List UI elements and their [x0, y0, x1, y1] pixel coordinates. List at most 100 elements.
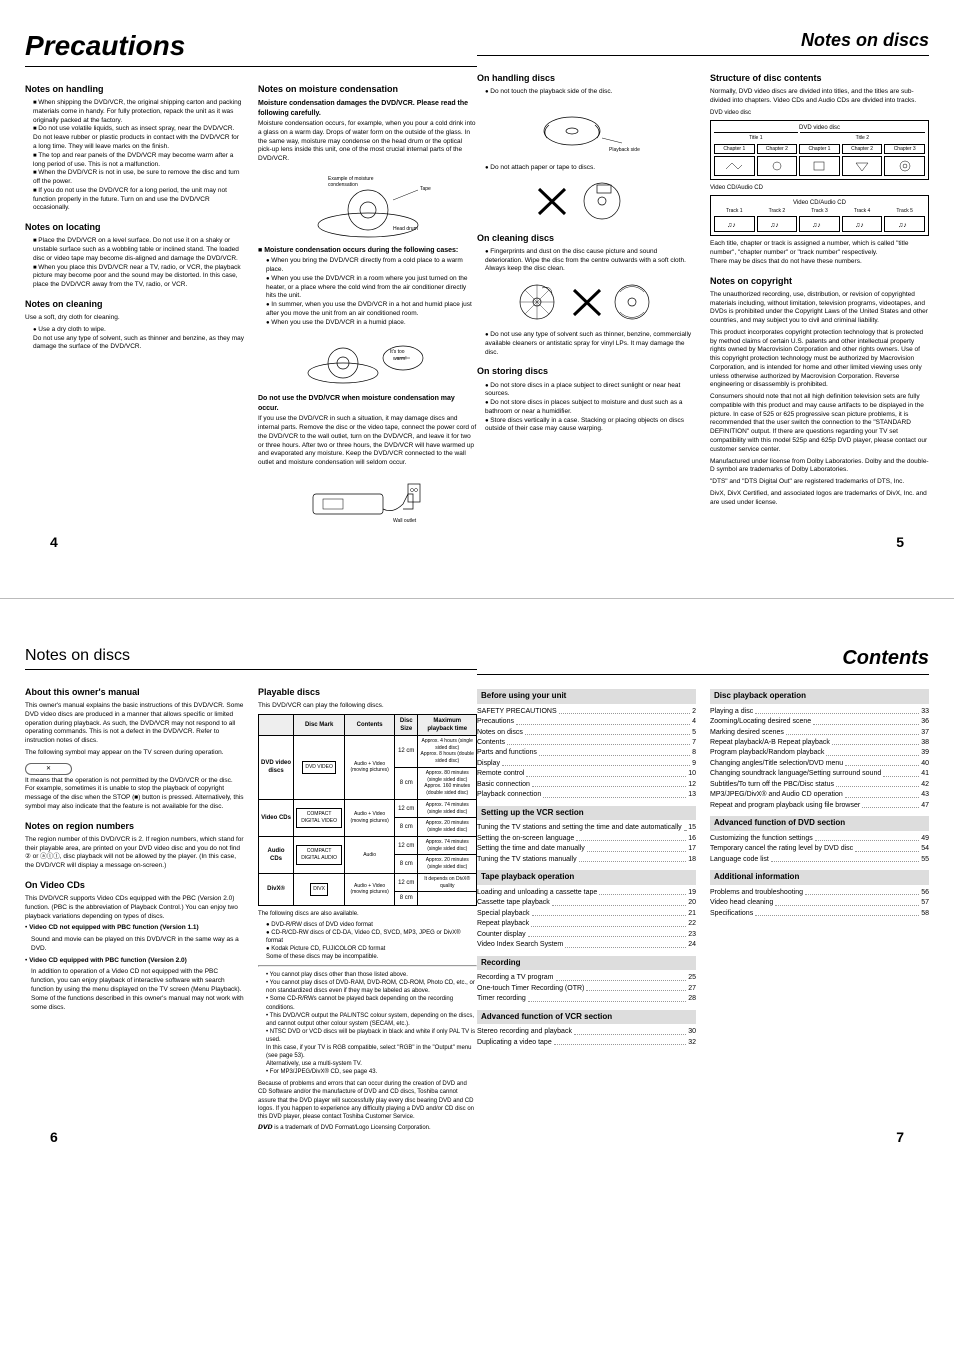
pagenum-5: 5 [896, 534, 904, 550]
toc-label: Zooming/Locating desired scene [710, 717, 811, 726]
list-item: Fingerprints and dust on the disc cause … [485, 248, 696, 274]
disc-type: Video CDs [259, 799, 294, 836]
pagenum-7: 7 [896, 1129, 904, 1145]
chapter-label: Chapter 1 [714, 144, 755, 155]
toc-dots [832, 738, 919, 745]
cd-structure-diagram: Video CD/Audio CD Track 1Track 2Track 3T… [710, 195, 929, 236]
moisture-sub2: Moisture condensation occurs during the … [264, 247, 458, 254]
toc-page: 36 [921, 717, 929, 726]
toc-page: 7 [692, 738, 696, 747]
toc-page: 13 [688, 790, 696, 799]
toc-dots [502, 759, 690, 766]
svg-text:condensation: condensation [328, 182, 358, 188]
svg-text:warm!: warm! [393, 356, 407, 362]
svg-text:♫♪: ♫♪ [812, 222, 821, 229]
toc-label: Specifications [710, 909, 753, 918]
disc-time: Approx. 20 minutes (single sided disc) [418, 818, 477, 837]
toc-line: Cassette tape playback20 [477, 898, 696, 907]
toc-dots [599, 888, 686, 895]
toc-page: 58 [921, 909, 929, 918]
toc-line: Recording a TV program25 [477, 973, 696, 982]
toc-dots [883, 769, 919, 776]
disc-time: Approx. 74 minutes (single sided disc) [418, 836, 477, 855]
copyright-p4: Manufactured under license from Dolby La… [710, 458, 929, 476]
toc-dots [836, 780, 919, 787]
disc-tape-img [477, 179, 696, 224]
toc-label: Stereo recording and playback [477, 1027, 572, 1036]
toc-dots [771, 855, 919, 862]
videocd-b1p: Sound and movie can be played on this DV… [25, 936, 244, 954]
toc-dots [554, 1038, 686, 1045]
table-header: Contents [345, 714, 395, 735]
list-item: Place the DVD/VCR on a level surface. Do… [33, 237, 244, 263]
table-header: Disc Mark [294, 714, 345, 735]
about-p1: This owner's manual explains the basic i… [25, 702, 244, 746]
disc-contents: Audio + Video (moving pictures) [345, 799, 395, 836]
disc-time: It depends on DivX® quality [418, 873, 477, 892]
toc-label: Tuning the TV stations manually [477, 855, 577, 864]
list-item: When you place this DVD/VCR near a TV, r… [33, 264, 244, 290]
toc-dots [815, 834, 919, 841]
toc-line: Zooming/Locating desired scene 36 [710, 717, 929, 726]
toc-page: 38 [921, 738, 929, 747]
toc-section-header: Disc playback operation [710, 689, 929, 704]
col-6-right: Playable discs This DVD/VCR can play the… [258, 678, 477, 1135]
playable-p: This DVD/VCR can play the following disc… [258, 702, 477, 711]
col-6-left: About this owner's manual This owner's m… [25, 678, 244, 1135]
disc-size: 12 cm [395, 873, 418, 892]
list-item: Some CD-R/RWs cannot be played back depe… [266, 995, 477, 1011]
cleaning-h: Notes on cleaning [25, 298, 244, 310]
toc-dots [775, 898, 919, 905]
oncleaning-h: On cleaning discs [477, 232, 696, 244]
disc-type: DivX® [259, 873, 294, 905]
toc-page: 47 [921, 801, 929, 810]
toc-line: Specifications 58 [710, 909, 929, 918]
toc-page: 27 [688, 984, 696, 993]
toc-page: 41 [921, 769, 929, 778]
list-item: For MP3/JPEG/DivX® CD, see page 43. [266, 1068, 477, 1076]
toc-dots [826, 748, 919, 755]
copyright-p6: DivX, DivX Certified, and associated log… [710, 490, 929, 508]
col-4-left: Notes on handling When shipping the DVD/… [25, 75, 244, 540]
locating-h: Notes on locating [25, 221, 244, 233]
toc-page: 43 [921, 790, 929, 799]
toc-label: Language code list [710, 855, 769, 864]
toc-label: Playback connection [477, 790, 541, 799]
videocd-h: On Video CDs [25, 879, 244, 891]
toc-label: Tuning the TV stations and setting the t… [477, 823, 682, 832]
toc-dots [574, 1027, 686, 1034]
toc-section-header: Advanced function of VCR section [477, 1010, 696, 1025]
toc-line: Playing a disc33 [710, 707, 929, 716]
toc-line: Changing soundtrack language/Setting sur… [710, 769, 929, 778]
toc-line: Precautions4 [477, 717, 696, 726]
toc-page: 32 [688, 1038, 696, 1047]
toc-dots [532, 780, 686, 787]
toc-dots [845, 759, 919, 766]
list-item: Use a dry cloth to wipe. Do not use any … [33, 326, 244, 352]
toc-page: 28 [688, 994, 696, 1003]
list-item: You cannot play discs other than those l… [266, 971, 477, 979]
toc-line: Duplicating a video tape32 [477, 1038, 696, 1047]
list-item: The top and rear panels of the DVD/VCR m… [33, 152, 244, 170]
svg-text:♫♪: ♫♪ [727, 222, 736, 229]
pagenum-6: 6 [50, 1129, 58, 1145]
list-item: Do not store discs in places subject to … [485, 399, 696, 417]
toc-page: 5 [692, 728, 696, 737]
list-item: In summer, when you use the DVD/VCR in a… [266, 301, 477, 319]
list-item: NTSC DVD or VCD discs will be playback i… [266, 1028, 477, 1068]
moisture-h: Notes on moisture condensation [258, 83, 477, 95]
toc-dots [532, 909, 687, 916]
toc-dots [516, 717, 690, 724]
col-5-right: Structure of disc contents Normally, DVD… [710, 64, 929, 510]
toc-label: Special playback [477, 909, 530, 918]
toc-dots [526, 769, 686, 776]
toc-line: Temporary cancel the rating level by DVD… [710, 844, 929, 853]
moisture-diagram-3: Wall outlet [258, 474, 477, 534]
title-notes-discs-2: Notes on discs [25, 647, 477, 665]
disc-mark: DIVX [294, 873, 345, 905]
toc-line: Program playback/Random playback39 [710, 748, 929, 757]
toc-dots [586, 984, 686, 991]
about-h: About this owner's manual [25, 686, 244, 698]
title-notes-discs: Notes on discs [477, 30, 929, 51]
toc-label: Playing a disc [710, 707, 753, 716]
